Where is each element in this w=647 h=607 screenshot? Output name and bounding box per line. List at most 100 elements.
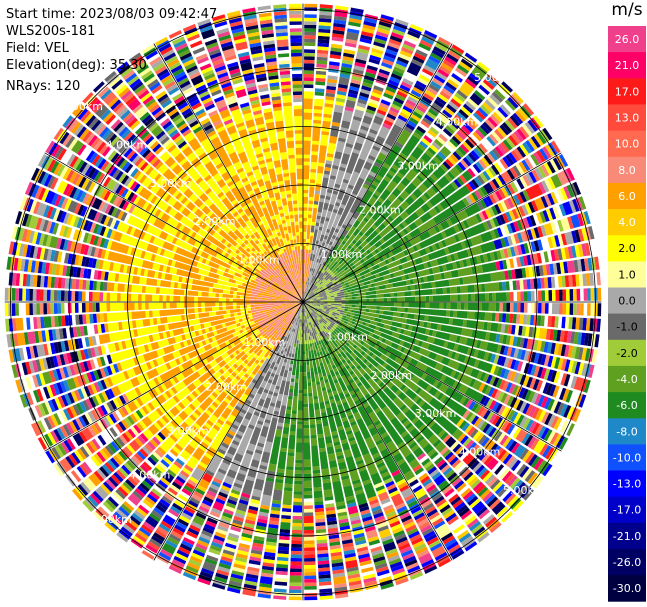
radar-gate [407,565,421,574]
radar-gate [357,549,370,556]
radar-gate [453,252,459,261]
radar-gate [471,191,479,202]
radar-gate [292,515,303,520]
radar-gate [527,363,534,375]
radar-gate [464,387,484,403]
radar-gate [420,152,432,164]
radar-gate [291,353,295,358]
radar-gate [376,569,390,577]
radar-gate [317,46,329,51]
radar-gate [404,102,415,110]
radar-gate [303,396,308,404]
radar-gate [312,466,320,471]
radar-gate [353,485,363,492]
radar-gate [303,140,311,155]
radar-gate [539,148,549,161]
radar-gate [320,347,330,365]
radar-gate [362,479,372,486]
radar-gate [367,423,375,430]
radar-gate [345,316,353,321]
radar-gate [432,199,467,225]
radar-gate [436,175,450,189]
radar-gate [275,429,283,438]
radar-gate [435,498,447,508]
radar-gate [343,320,348,325]
radar-gate [447,472,458,482]
radar-gate [391,321,403,328]
radar-gate [294,470,303,474]
radar-gate [547,414,556,427]
radar-gate [300,361,303,366]
radar-gate [344,426,352,432]
radar-gate [502,313,507,323]
radar-gate [332,311,340,316]
radar-gate [412,188,423,199]
radar-gate [320,216,326,224]
radar-gate [415,243,422,251]
radar-gate [427,147,437,156]
radar-gate [432,330,437,337]
radar-gate [378,576,392,584]
radar-gate [329,61,340,67]
radar-gate [392,567,405,576]
radar-gate [397,441,412,458]
radar-gate [43,289,48,301]
radar-gate [563,374,571,387]
radar-gate [404,494,415,502]
radar-gate [523,243,530,254]
radar-gate [418,157,427,166]
radar-gate [343,549,356,555]
radar-gate [339,289,344,292]
radar-gate [540,427,550,440]
radar-gate [456,176,465,186]
radar-gate [465,337,475,347]
radar-gate [349,195,363,214]
radar-gate [547,315,552,327]
radar-gate [351,321,356,325]
radar-gate [289,572,302,576]
radar-gate [458,466,469,477]
radar-gate [308,210,313,215]
radar-gate [334,183,341,189]
radar-gate [424,481,435,490]
radar-gate [376,388,402,417]
radar-gate [311,308,315,311]
radar-gate [505,382,513,393]
radar-gate [428,487,439,496]
radar-gate [60,290,65,301]
radar-gate [337,325,342,329]
radar-gate [500,392,508,404]
radar-gate [500,451,510,463]
radar-gate [304,293,310,300]
radar-gate [376,293,384,298]
radar-gate [331,36,344,42]
radar-gate [290,424,296,432]
radar-gate [544,397,552,410]
radar-gate [560,420,569,434]
radar-gate [352,258,360,265]
radar-gate [478,382,486,393]
radar-gate [549,329,555,341]
radar-gate [334,202,341,207]
radar-gate [506,302,511,312]
radar-gate [379,468,389,475]
radar-gate [275,400,282,409]
radar-gate [449,474,460,485]
radar-gate [472,163,482,174]
radar-gate [564,247,570,260]
radar-gate [387,169,396,177]
radar-gate [324,288,328,291]
radar-gate [331,234,337,240]
radar-gate [304,575,317,580]
radar-gate [340,346,346,351]
radar-gate [580,258,586,272]
radar-gate [423,64,436,74]
radar-gate [348,436,356,442]
radar-gate [558,289,563,301]
radar-gate [455,446,465,456]
radar-gate [379,238,386,244]
radar-gate [486,457,499,471]
radar-gate [553,343,560,355]
radar-gate [378,528,392,539]
radar-gate [53,290,58,301]
